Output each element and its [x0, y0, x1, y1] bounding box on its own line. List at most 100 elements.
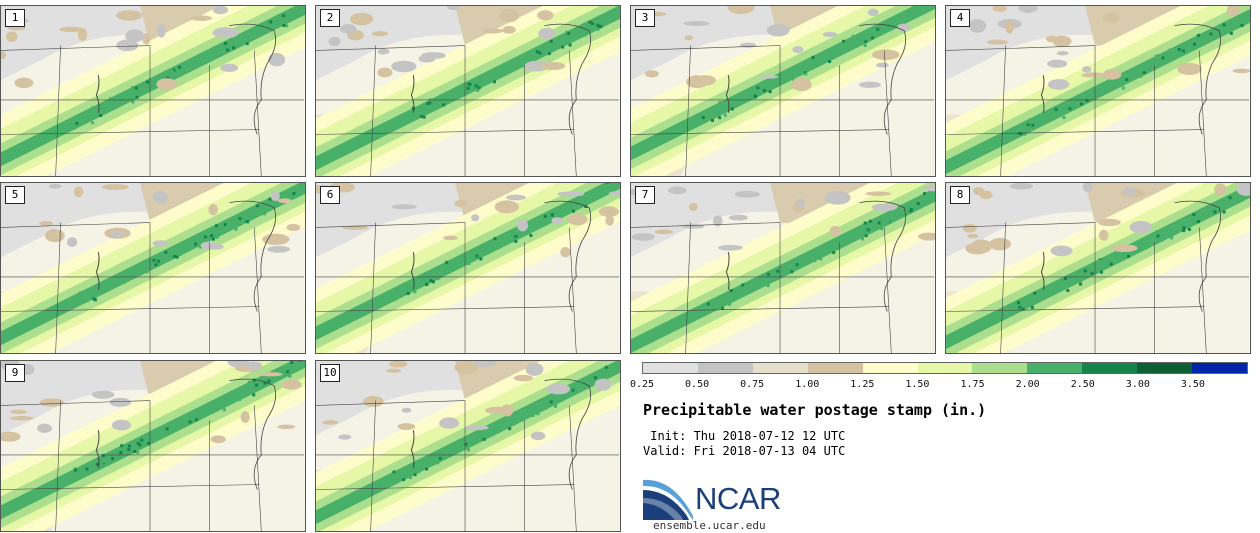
stamp-map-7	[631, 183, 935, 353]
moisture-cell	[877, 221, 881, 225]
moisture-cell	[588, 20, 592, 24]
dry-patch	[210, 435, 226, 444]
colorbar-bin-11	[1192, 363, 1247, 373]
dry-patch	[443, 235, 458, 241]
colorbar-tick-label: 1.00	[795, 379, 820, 390]
moisture-cell	[567, 32, 571, 36]
state-boundary	[55, 400, 61, 531]
moisture-cell	[538, 51, 542, 55]
moisture-cell	[533, 401, 537, 405]
stamp-map-8	[946, 183, 1250, 353]
moisture-cell	[1106, 87, 1110, 91]
moisture-cell	[491, 75, 495, 79]
colorbar-tick-label: 3.50	[1180, 379, 1205, 390]
colorbar-tick-label: 0.75	[740, 379, 765, 390]
moisture-cell	[436, 277, 440, 281]
moisture-cell	[292, 191, 296, 195]
state-boundary	[316, 222, 466, 228]
moisture-cell	[819, 257, 823, 261]
moisture-cell	[489, 75, 493, 79]
dry-patch	[684, 35, 693, 41]
stamp-panel-3: 3	[630, 5, 936, 177]
stamp-number-10: 10	[320, 364, 340, 382]
moisture-cell	[1196, 33, 1200, 37]
dry-patch	[397, 423, 416, 430]
moisture-cell	[1031, 123, 1035, 127]
dry-patch	[401, 407, 412, 413]
moisture-cell	[868, 219, 872, 223]
dry-patch	[792, 46, 804, 54]
dry-patch	[77, 28, 88, 41]
dry-patch	[91, 390, 115, 399]
moisture-cell	[1187, 227, 1191, 231]
dry-patch	[1, 51, 7, 60]
moisture-cell	[235, 392, 239, 396]
moisture-cell	[394, 297, 398, 301]
moisture-cell	[729, 289, 733, 293]
dry-patch	[728, 214, 748, 221]
colorbar-tick-label: 2.50	[1070, 379, 1095, 390]
dry-patch	[1102, 69, 1122, 80]
ncar-arc-icon	[643, 479, 693, 520]
moisture-cell	[860, 237, 864, 241]
moisture-cell	[198, 245, 202, 249]
river	[95, 430, 100, 468]
state-boundary	[316, 484, 575, 490]
moisture-cell	[203, 235, 207, 239]
colorbar-tick-label: 0.50	[685, 379, 710, 390]
moisture-cell	[1179, 43, 1183, 47]
moisture-cell	[851, 44, 855, 48]
moisture-cell	[922, 192, 926, 196]
dry-patch	[454, 361, 479, 375]
dry-patch	[152, 240, 169, 247]
dry-patch	[277, 198, 292, 204]
moisture-cell	[138, 443, 142, 447]
dry-patch	[101, 184, 129, 191]
moisture-cell	[467, 262, 471, 266]
dry-patch	[421, 52, 446, 60]
moisture-cell	[605, 183, 609, 184]
moisture-cell	[754, 95, 758, 99]
moisture-cell	[853, 39, 857, 43]
stamp-panel-1: 1	[0, 5, 306, 177]
moisture-cell	[165, 427, 169, 431]
dry-patch	[551, 217, 564, 224]
moisture-cell	[573, 385, 577, 389]
moisture-cell	[588, 195, 592, 199]
dry-patch	[824, 190, 851, 205]
dry-patch	[644, 70, 659, 78]
dry-patch	[240, 411, 250, 423]
moisture-cell	[858, 38, 862, 41]
moisture-cell	[723, 113, 727, 117]
moisture-cell	[402, 478, 406, 482]
moisture-cell	[91, 106, 95, 110]
state-boundary	[316, 400, 466, 406]
dry-patch	[971, 239, 992, 254]
moisture-cell	[863, 44, 867, 48]
moisture-cell	[1018, 132, 1022, 135]
state-boundary	[316, 129, 575, 135]
moisture-cell	[282, 23, 286, 27]
dry-patch	[918, 232, 935, 241]
moisture-cell	[1018, 305, 1022, 309]
moisture-cell	[610, 372, 614, 376]
init-time: Init: Thu 2018-07-12 12 UTC	[643, 429, 846, 443]
colorbar-bin-4	[807, 363, 863, 373]
dry-patch	[73, 186, 84, 198]
dry-patch	[968, 19, 987, 33]
state-boundary	[946, 45, 1096, 51]
dry-patch	[9, 409, 27, 414]
river	[1040, 75, 1045, 113]
moisture-cell	[572, 209, 575, 213]
dry-patch	[270, 191, 280, 202]
dry-patch	[322, 420, 339, 425]
ncar-logo: NCAR ensemble.ucar.edu	[643, 476, 803, 532]
moisture-cell	[1151, 232, 1155, 236]
product-title: Precipitable water postage stamp (in.)	[643, 401, 987, 419]
moisture-cell	[479, 432, 483, 436]
moist-band	[631, 187, 935, 353]
moisture-cell	[518, 59, 522, 63]
dry-patch	[876, 62, 889, 68]
moisture-cell	[571, 388, 575, 392]
dry-patch	[48, 183, 62, 189]
